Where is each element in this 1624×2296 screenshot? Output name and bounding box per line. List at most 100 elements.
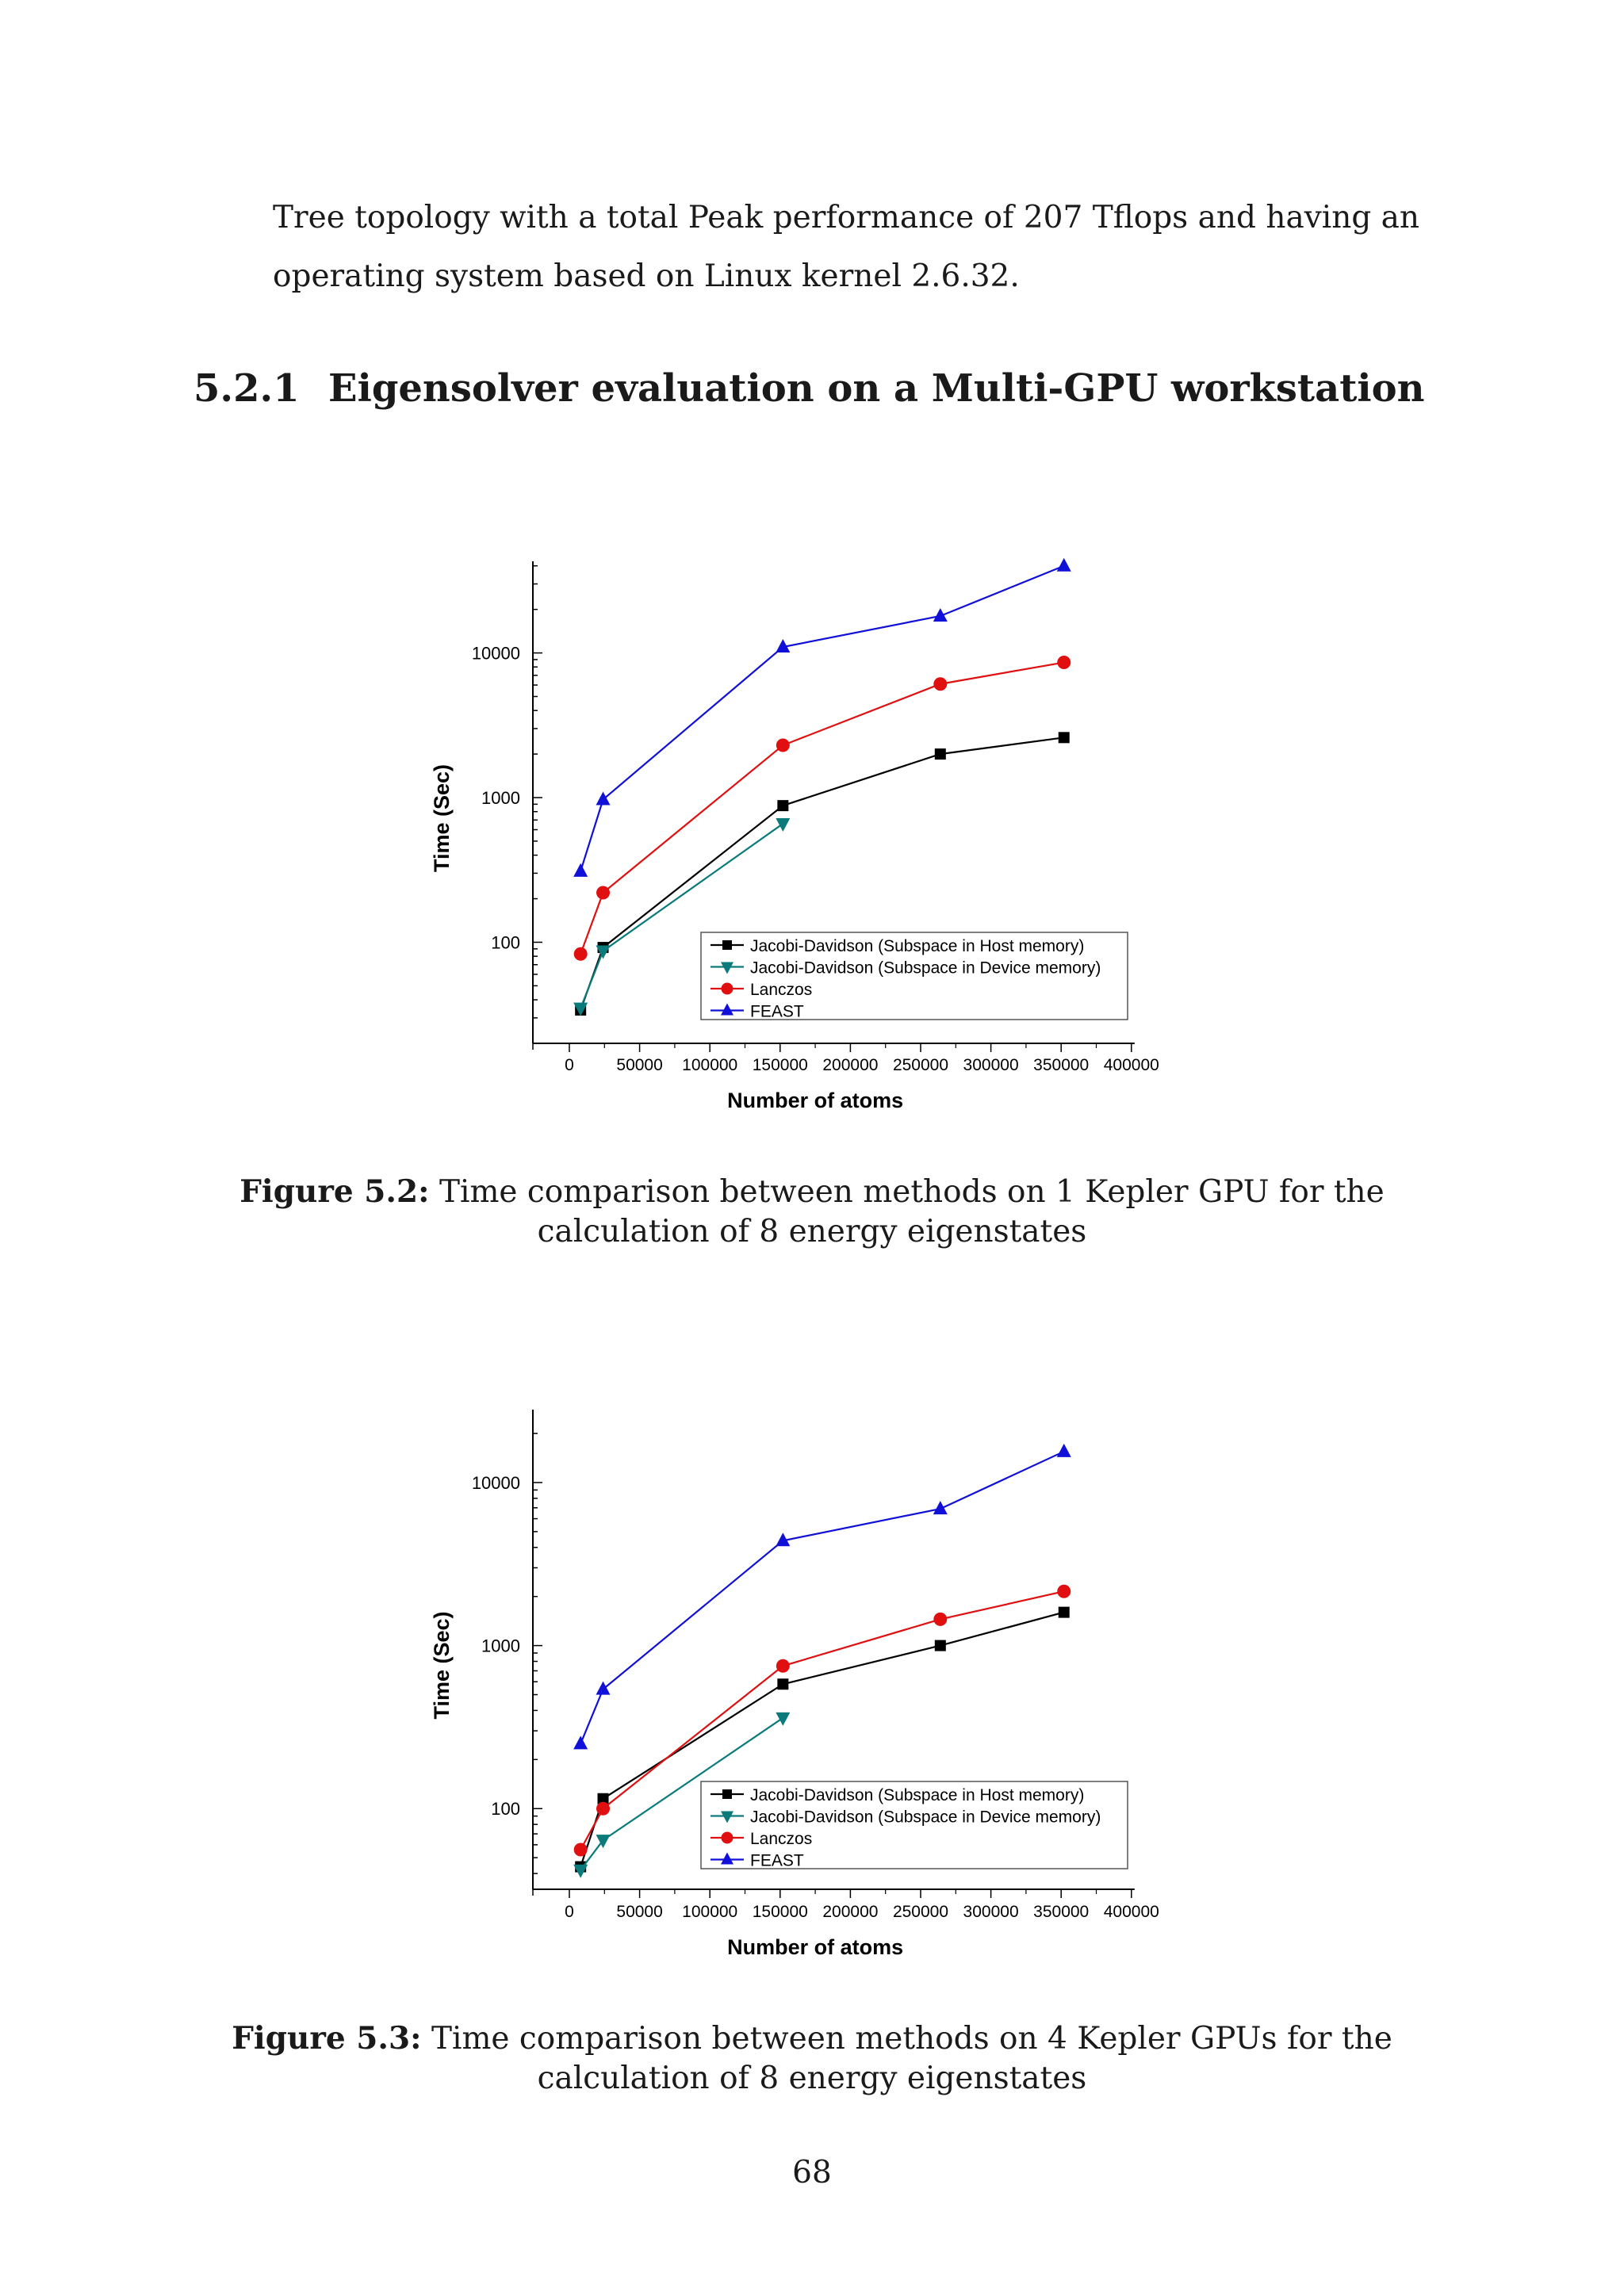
data-point <box>596 1801 611 1816</box>
legend-label: Jacobi-Davidson (Subspace in Device memo… <box>750 959 1101 978</box>
series-line <box>580 1450 1065 1744</box>
data-point <box>596 1835 611 1849</box>
y-tick-label: 100 <box>491 932 520 952</box>
y-axis-label: Time (Sec) <box>430 1611 454 1719</box>
data-point <box>776 817 791 832</box>
data-point <box>934 748 946 760</box>
legend-box <box>700 1781 1128 1869</box>
x-tick-label: 100000 <box>682 1903 737 1921</box>
x-tick-label: 0 <box>565 1056 574 1074</box>
data-point <box>596 1681 611 1695</box>
data-point <box>573 947 588 961</box>
data-point <box>573 1002 588 1016</box>
x-tick-label: 200000 <box>822 1903 878 1921</box>
data-point <box>777 800 789 812</box>
series-3 <box>573 557 1071 877</box>
data-point <box>776 639 791 653</box>
series-1 <box>573 817 791 1016</box>
x-tick-label: 400000 <box>1104 1903 1159 1921</box>
data-point <box>776 1712 791 1726</box>
legend-label: FEAST <box>750 1003 804 1021</box>
data-point <box>777 1678 789 1690</box>
legend-marker <box>722 1789 732 1799</box>
data-point <box>933 677 948 691</box>
y-tick-label: 1000 <box>481 788 520 808</box>
data-point <box>596 791 611 806</box>
section-title: Eigensolver evaluation on a Multi-GPU wo… <box>328 366 1425 411</box>
legend: Jacobi-Davidson (Subspace in Host memory… <box>700 932 1128 1021</box>
x-tick-label: 200000 <box>822 1056 878 1074</box>
data-point <box>1057 1584 1071 1598</box>
caption-label: Figure 5.2: <box>239 1173 430 1210</box>
x-axis-label: Number of atoms <box>727 1935 903 1959</box>
series-2 <box>573 656 1071 961</box>
page-number: 68 <box>792 2155 832 2191</box>
data-point <box>1056 1443 1071 1457</box>
data-point <box>1058 1606 1070 1618</box>
x-tick-label: 250000 <box>893 1903 948 1921</box>
data-point <box>933 608 948 622</box>
legend-box <box>700 932 1128 1020</box>
data-point <box>776 1533 791 1547</box>
y-tick-label: 10000 <box>472 1473 520 1493</box>
x-tick-label: 350000 <box>1033 1903 1089 1921</box>
y-axis-label: Time (Sec) <box>430 764 454 872</box>
series-3 <box>573 1443 1071 1750</box>
data-point <box>776 1659 790 1673</box>
data-point <box>934 1640 946 1651</box>
y-tick-label: 1000 <box>481 1636 520 1656</box>
legend-label: Jacobi-Davidson (Subspace in Host memory… <box>750 937 1084 955</box>
caption-text: Time comparison between methods on 4 Kep… <box>431 2021 1392 2096</box>
y-tick-label: 10000 <box>472 644 520 664</box>
legend-label: Lanczos <box>750 1830 812 1848</box>
x-tick-label: 250000 <box>893 1056 948 1074</box>
series-1 <box>573 1712 791 1878</box>
x-tick-label: 400000 <box>1104 1056 1159 1074</box>
x-tick-label: 350000 <box>1033 1056 1089 1074</box>
x-tick-label: 150000 <box>753 1056 808 1074</box>
legend-label: Jacobi-Davidson (Subspace in Device memo… <box>750 1808 1101 1827</box>
data-point <box>933 1612 948 1626</box>
legend-marker <box>721 1003 733 1016</box>
x-axis-label: Number of atoms <box>727 1089 903 1112</box>
data-point <box>573 1735 588 1750</box>
x-tick-label: 300000 <box>963 1056 1019 1074</box>
x-tick-label: 50000 <box>616 1903 662 1921</box>
data-point <box>933 1501 948 1515</box>
data-point <box>573 863 588 877</box>
legend-marker <box>721 1831 733 1844</box>
caption-text: Time comparison between methods on 1 Kep… <box>439 1174 1385 1249</box>
figure-5-2-caption: Figure 5.2: Time comparison between meth… <box>193 1172 1431 1252</box>
legend-label: FEAST <box>750 1852 804 1870</box>
legend-marker <box>721 962 733 974</box>
data-point <box>596 886 611 900</box>
data-point <box>776 738 790 752</box>
data-point <box>1058 732 1070 744</box>
data-point <box>1056 557 1071 572</box>
section-heading: 5.2.1 Eigensolver evaluation on a Multi-G… <box>193 366 1425 411</box>
legend-label: Jacobi-Davidson (Subspace in Host memory… <box>750 1786 1084 1804</box>
data-point <box>573 1864 588 1878</box>
body-paragraph: Tree topology with a total Peak performa… <box>273 200 1420 294</box>
x-tick-label: 100000 <box>682 1056 737 1074</box>
x-tick-label: 50000 <box>616 1056 662 1074</box>
y-tick-label: 100 <box>491 1799 520 1819</box>
legend-marker <box>721 1852 733 1865</box>
data-point <box>596 945 611 959</box>
legend-marker <box>721 1811 733 1823</box>
x-tick-label: 300000 <box>963 1903 1019 1921</box>
figure-5-3-caption: Figure 5.3: Time comparison between meth… <box>193 2019 1431 2099</box>
section-number: 5.2.1 <box>193 366 300 411</box>
x-tick-label: 150000 <box>753 1903 808 1921</box>
caption-label: Figure 5.3: <box>232 2020 422 2057</box>
data-point <box>573 1843 588 1857</box>
legend-label: Lanczos <box>750 981 812 999</box>
series-2 <box>573 1584 1071 1857</box>
legend-marker <box>721 982 733 995</box>
data-point <box>1057 656 1071 670</box>
legend: Jacobi-Davidson (Subspace in Host memory… <box>700 1781 1128 1870</box>
